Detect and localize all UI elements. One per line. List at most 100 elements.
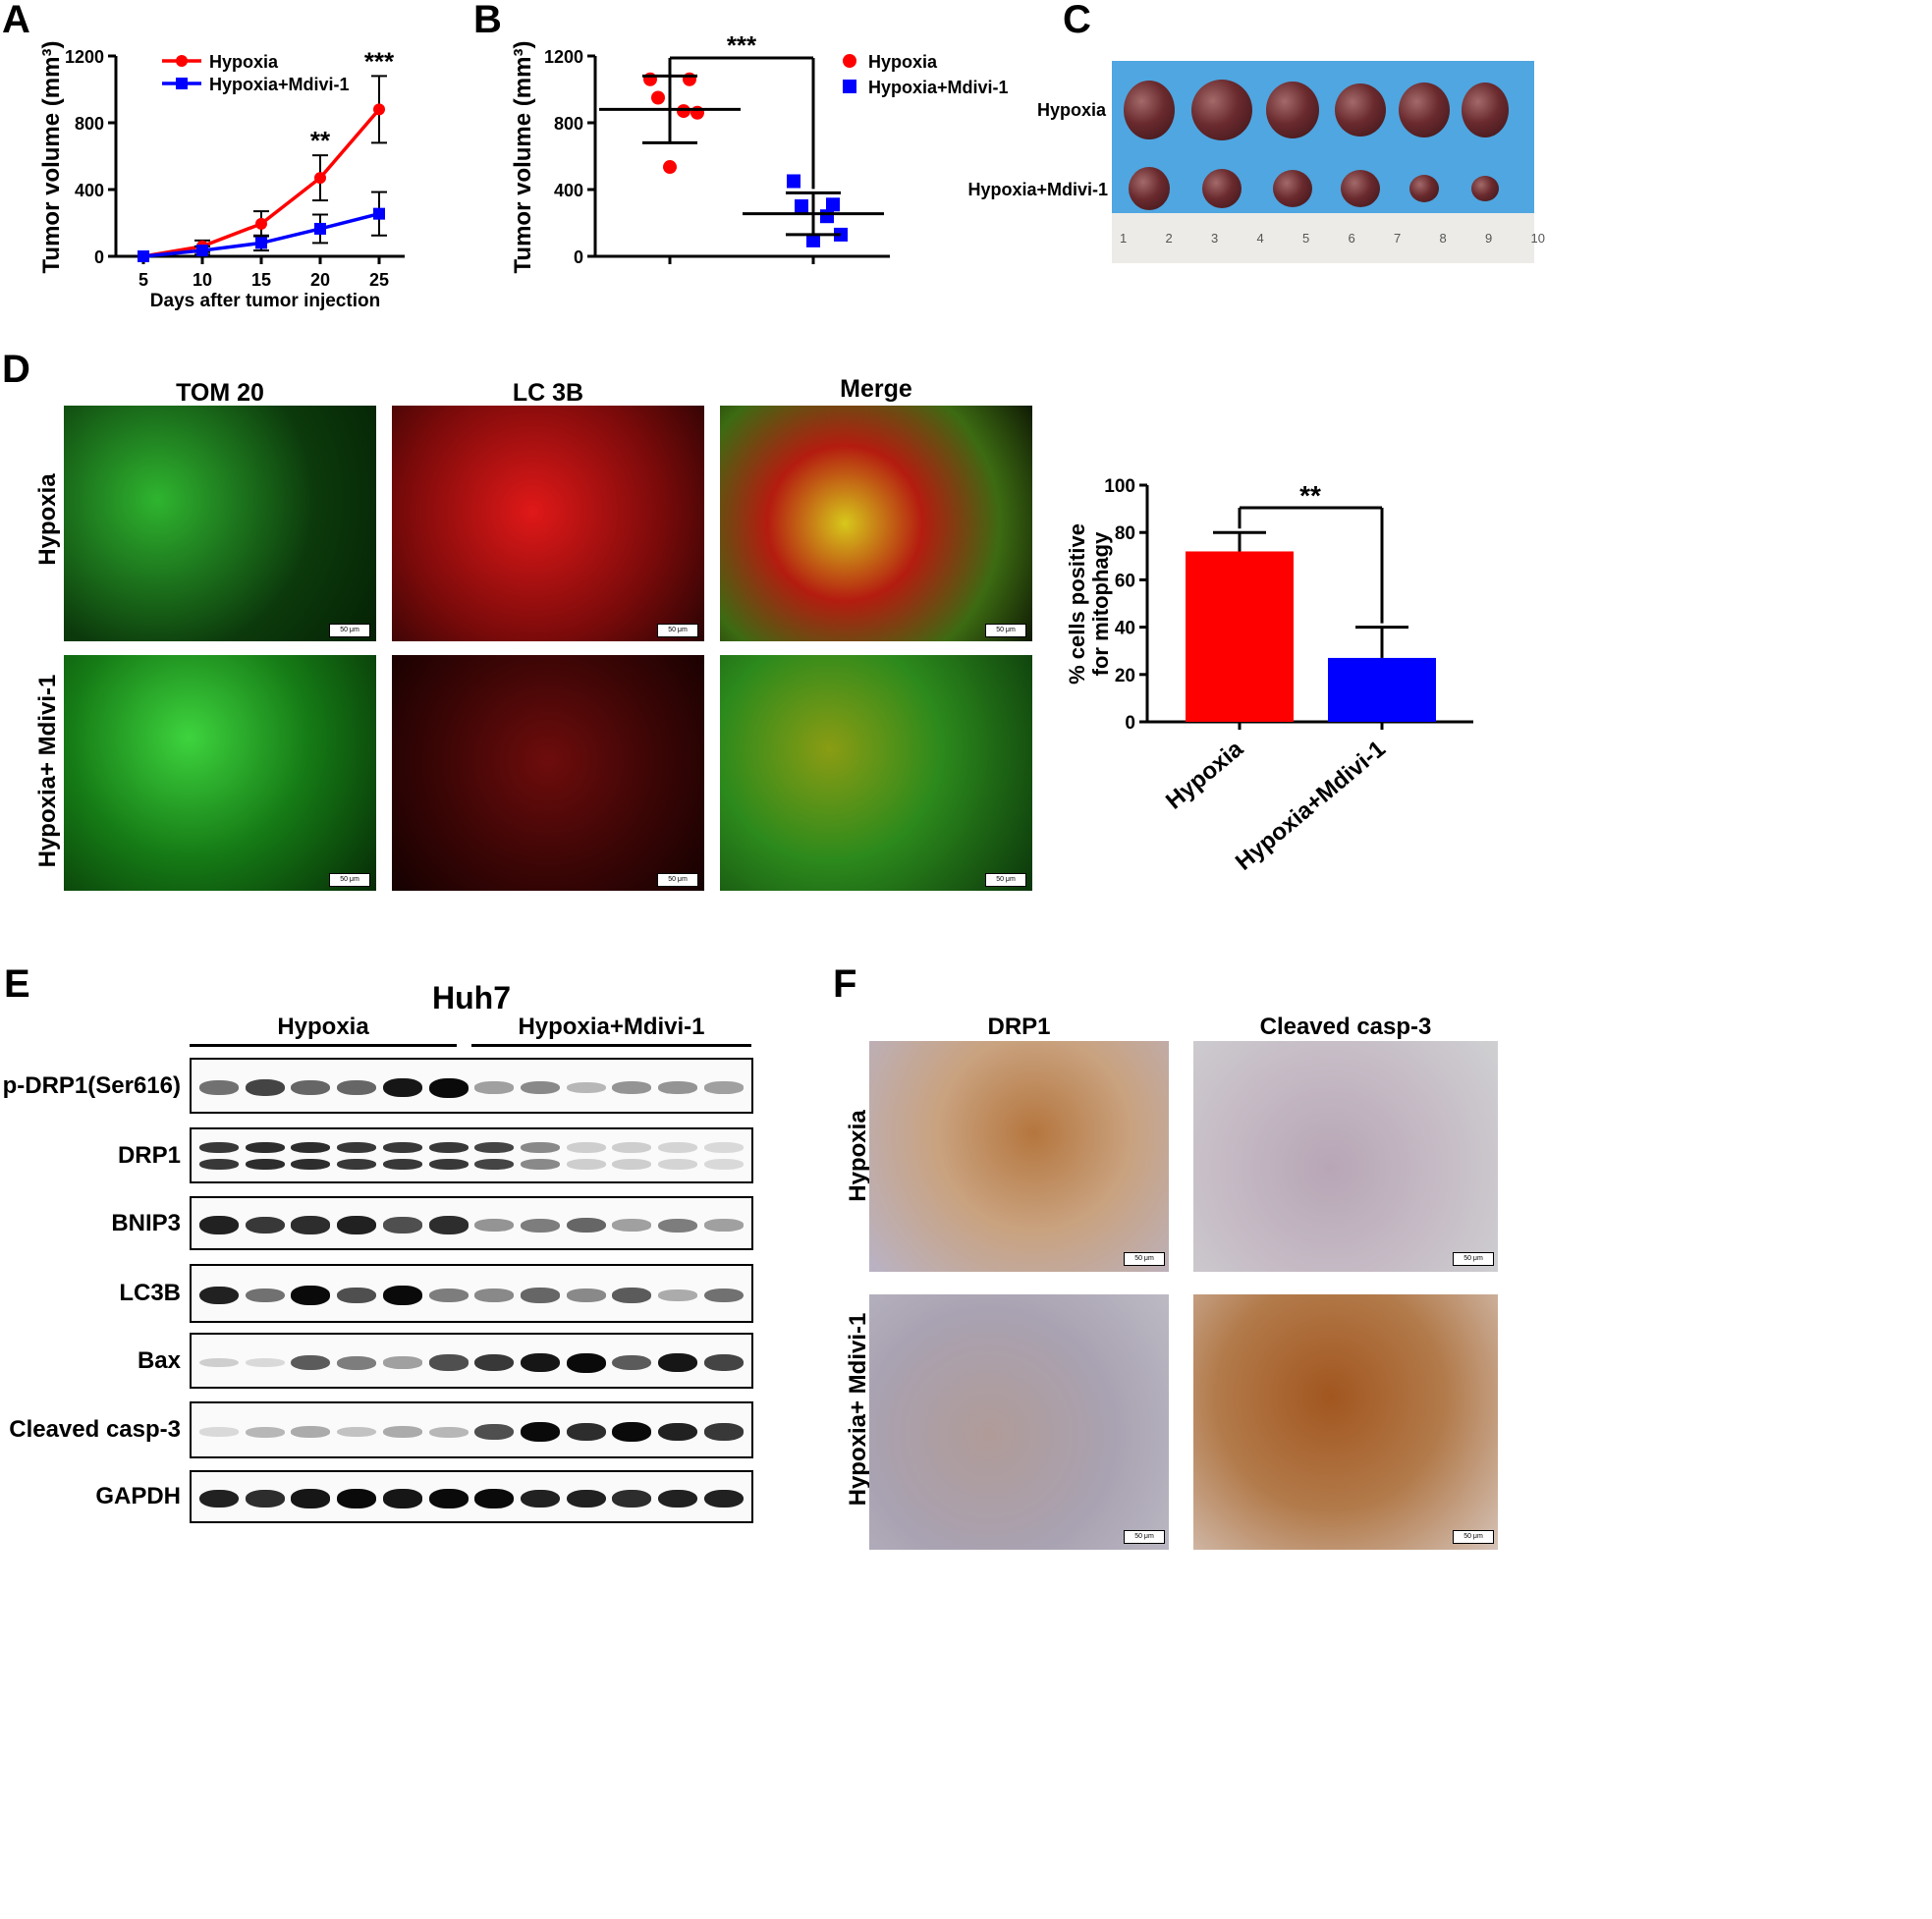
ihc-image-drp1-hypoxia: 50 μm (869, 1041, 1169, 1272)
blot-band-label: p-DRP1(Ser616) (2, 1071, 181, 1099)
blot-membrane (190, 1264, 753, 1323)
data-point (314, 172, 326, 185)
tumor-photo: 1 2 3 4 5 6 7 8 9 10 (1112, 61, 1545, 263)
y-tick-label: 0 (574, 247, 583, 267)
x-tick-label: 25 (369, 270, 389, 290)
if-col-header-tom20: TOM 20 (176, 379, 264, 407)
tumor-photo-background (1112, 61, 1534, 213)
blot-band (658, 1141, 697, 1153)
blot-band (428, 1141, 469, 1153)
blot-band (382, 1489, 422, 1508)
data-point (677, 104, 690, 119)
if-image-tom20-mdivi: 50 μm (64, 655, 376, 891)
chart-b-tumor-volume-scatter: 0 400 800 1200 Tumor volume (mm³) Hypoxia Hypo… (511, 30, 1009, 273)
blot-band (520, 1218, 560, 1233)
blot-band (658, 1489, 697, 1508)
ruler-number: 5 (1302, 231, 1310, 246)
blot-band (199, 1080, 239, 1095)
legend-marker-0 (843, 54, 856, 68)
ruler-number: 2 (1165, 231, 1173, 246)
x-tick-label: 5 (138, 270, 148, 290)
if-image-tom20-hypoxia: 50 μm (64, 406, 376, 641)
y-tick-label: 400 (554, 181, 583, 200)
blot-band (245, 1489, 285, 1508)
blot-band (474, 1141, 515, 1153)
significance-marker: *** (364, 46, 395, 76)
blot-band-label: GAPDH (95, 1483, 181, 1509)
blot-band (703, 1141, 744, 1153)
blot-band (428, 1216, 469, 1234)
panel-label-e: E (4, 962, 30, 1006)
blot-band (474, 1489, 515, 1508)
ihc-col-header-casp3: Cleaved casp-3 (1259, 1014, 1432, 1040)
blot-band (520, 1352, 560, 1373)
y-tick-label: 100 (1104, 476, 1135, 497)
blot-group-mdivi: Hypoxia+Mdivi-1 (518, 1014, 705, 1040)
chart-d-mitophagy-bar: 0 20 40 60 80 100 % cells positive for mitophag… (1065, 476, 1473, 876)
legend-label-0: Hypoxia (868, 52, 938, 72)
significance-marker: ** (310, 126, 331, 155)
if-row-label-hypoxia: Hypoxia (34, 473, 61, 566)
blot-band (291, 1489, 331, 1508)
blot-membrane (190, 1127, 753, 1183)
blot-band (199, 1286, 239, 1305)
blot-band (291, 1426, 331, 1438)
blot-band (428, 1288, 469, 1302)
y-tick-label: 20 (1115, 666, 1135, 686)
blot-membrane (190, 1470, 753, 1523)
blot-band (199, 1489, 239, 1508)
data-point (255, 237, 267, 249)
data-point (787, 174, 800, 189)
y-tick-label: 80 (1115, 523, 1135, 544)
blot-band (291, 1141, 331, 1153)
blot-band (199, 1158, 239, 1170)
scale-bar: 50 μm (985, 624, 1026, 637)
blot-band (382, 1077, 422, 1098)
blot-membrane (190, 1401, 753, 1458)
data-point (138, 250, 149, 262)
y-tick-label: 1200 (544, 47, 583, 67)
blot-band (612, 1288, 652, 1303)
panel-label-b: B (473, 0, 502, 41)
legend-label-1: Hypoxia+Mdivi-1 (868, 78, 1009, 97)
panel-label-c: C (1063, 0, 1091, 41)
blot-band (428, 1077, 469, 1098)
blot-band (474, 1353, 515, 1372)
blot-band-label: Cleaved casp-3 (9, 1416, 181, 1443)
blot-band (474, 1219, 515, 1232)
y-axis-title: Tumor volume (mm³) (38, 41, 65, 274)
blot-band (566, 1158, 606, 1170)
blot-band (612, 1354, 652, 1371)
blot-band-label: Bax (137, 1346, 181, 1374)
if-col-header-merge: Merge (840, 375, 912, 403)
blot-band (291, 1216, 331, 1234)
panel-label-a: A (2, 0, 30, 41)
if-image-lc3b-mdivi: 50 μm (392, 655, 704, 891)
blot-band (566, 1288, 606, 1302)
ihc-image-casp3-mdivi: 50 μm (1193, 1294, 1498, 1550)
blot-band (703, 1423, 744, 1441)
data-point (373, 207, 385, 220)
data-point (795, 199, 808, 213)
blot-band (703, 1288, 744, 1303)
data-point (196, 245, 208, 257)
blot-band (703, 1158, 744, 1170)
blot-band (658, 1158, 697, 1170)
x-axis-title: Days after tumor injection (150, 291, 380, 311)
tumor (1273, 170, 1312, 207)
data-point (826, 197, 840, 212)
blot-band (337, 1287, 377, 1304)
blot-band (428, 1489, 469, 1508)
blot-group-line-hypoxia (190, 1044, 457, 1047)
y-tick-label: 800 (554, 114, 583, 134)
ruler-number: 10 (1530, 231, 1545, 246)
ruler-number: 8 (1439, 231, 1447, 246)
blot-band-label: BNIP3 (111, 1209, 181, 1236)
tumor (1409, 175, 1439, 202)
photo-row-label-hypoxia: Hypoxia (1036, 100, 1106, 120)
blot-membrane (190, 1196, 753, 1250)
blot-membrane (190, 1058, 753, 1114)
ruler-number: 6 (1348, 231, 1355, 246)
blot-band (520, 1489, 560, 1508)
tumor (1191, 80, 1252, 140)
